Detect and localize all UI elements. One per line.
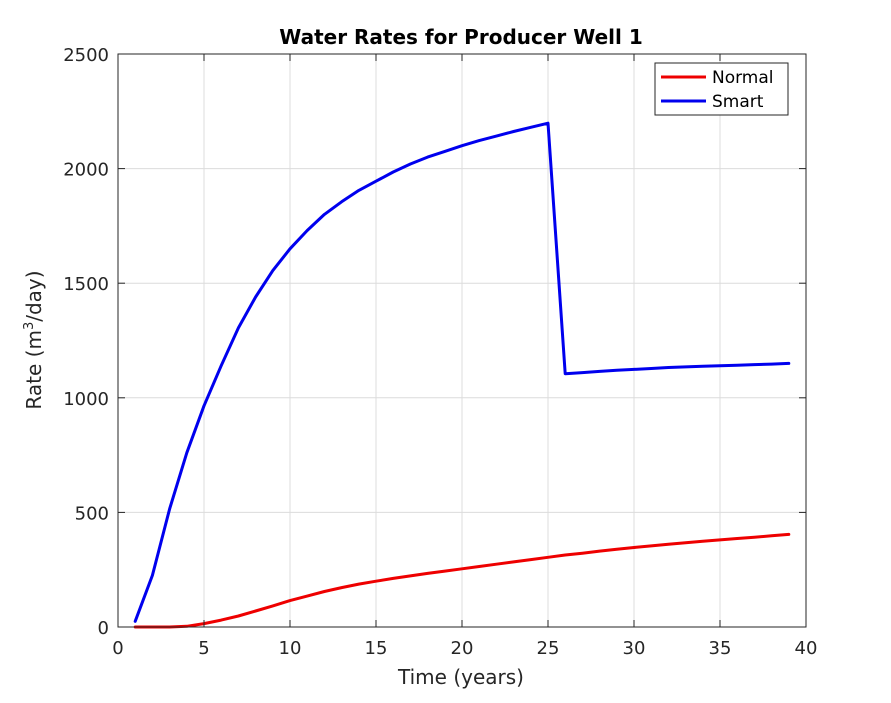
x-axis-label: Time (years)	[397, 665, 524, 689]
series-layer	[133, 121, 791, 629]
x-tick-label: 20	[451, 638, 474, 659]
legend-label-smart: Smart	[712, 92, 764, 112]
y-axis-label-superscript: 3	[22, 322, 37, 330]
y-axis-label-main: Rate (m	[22, 330, 46, 410]
y-tick-label: 1500	[63, 274, 109, 295]
x-tick-label: 40	[795, 638, 818, 659]
y-tick-label: 1000	[63, 389, 109, 410]
x-tick-label: 30	[623, 638, 646, 659]
x-tick-label: 0	[112, 638, 123, 659]
y-tick-label: 2500	[63, 45, 109, 66]
legend-label-normal: Normal	[712, 68, 774, 88]
series-line-smart	[133, 121, 791, 623]
y-tick-label: 0	[98, 618, 109, 639]
x-tick-label: 10	[279, 638, 302, 659]
y-axis-label-tail: /day)	[22, 270, 46, 321]
grid	[118, 54, 806, 627]
y-tick-label: 2000	[63, 160, 109, 181]
x-tick-label: 25	[537, 638, 560, 659]
chart-title: Water Rates for Producer Well 1	[279, 25, 643, 49]
x-tick-label: 35	[709, 638, 732, 659]
legend-box	[654, 62, 789, 116]
y-tick-label: 500	[75, 503, 109, 524]
legend: Normal Smart	[654, 62, 789, 116]
x-tick-label: 5	[198, 638, 209, 659]
ticks	[117, 53, 807, 628]
series-line-normal	[133, 532, 791, 629]
y-axis-label: Rate (m3/day)	[22, 270, 46, 409]
x-tick-label: 15	[365, 638, 388, 659]
tick-labels: 0 5 10 15 20 25 30 35 40 0 500 1000 1500 2000 2500	[63, 45, 817, 659]
